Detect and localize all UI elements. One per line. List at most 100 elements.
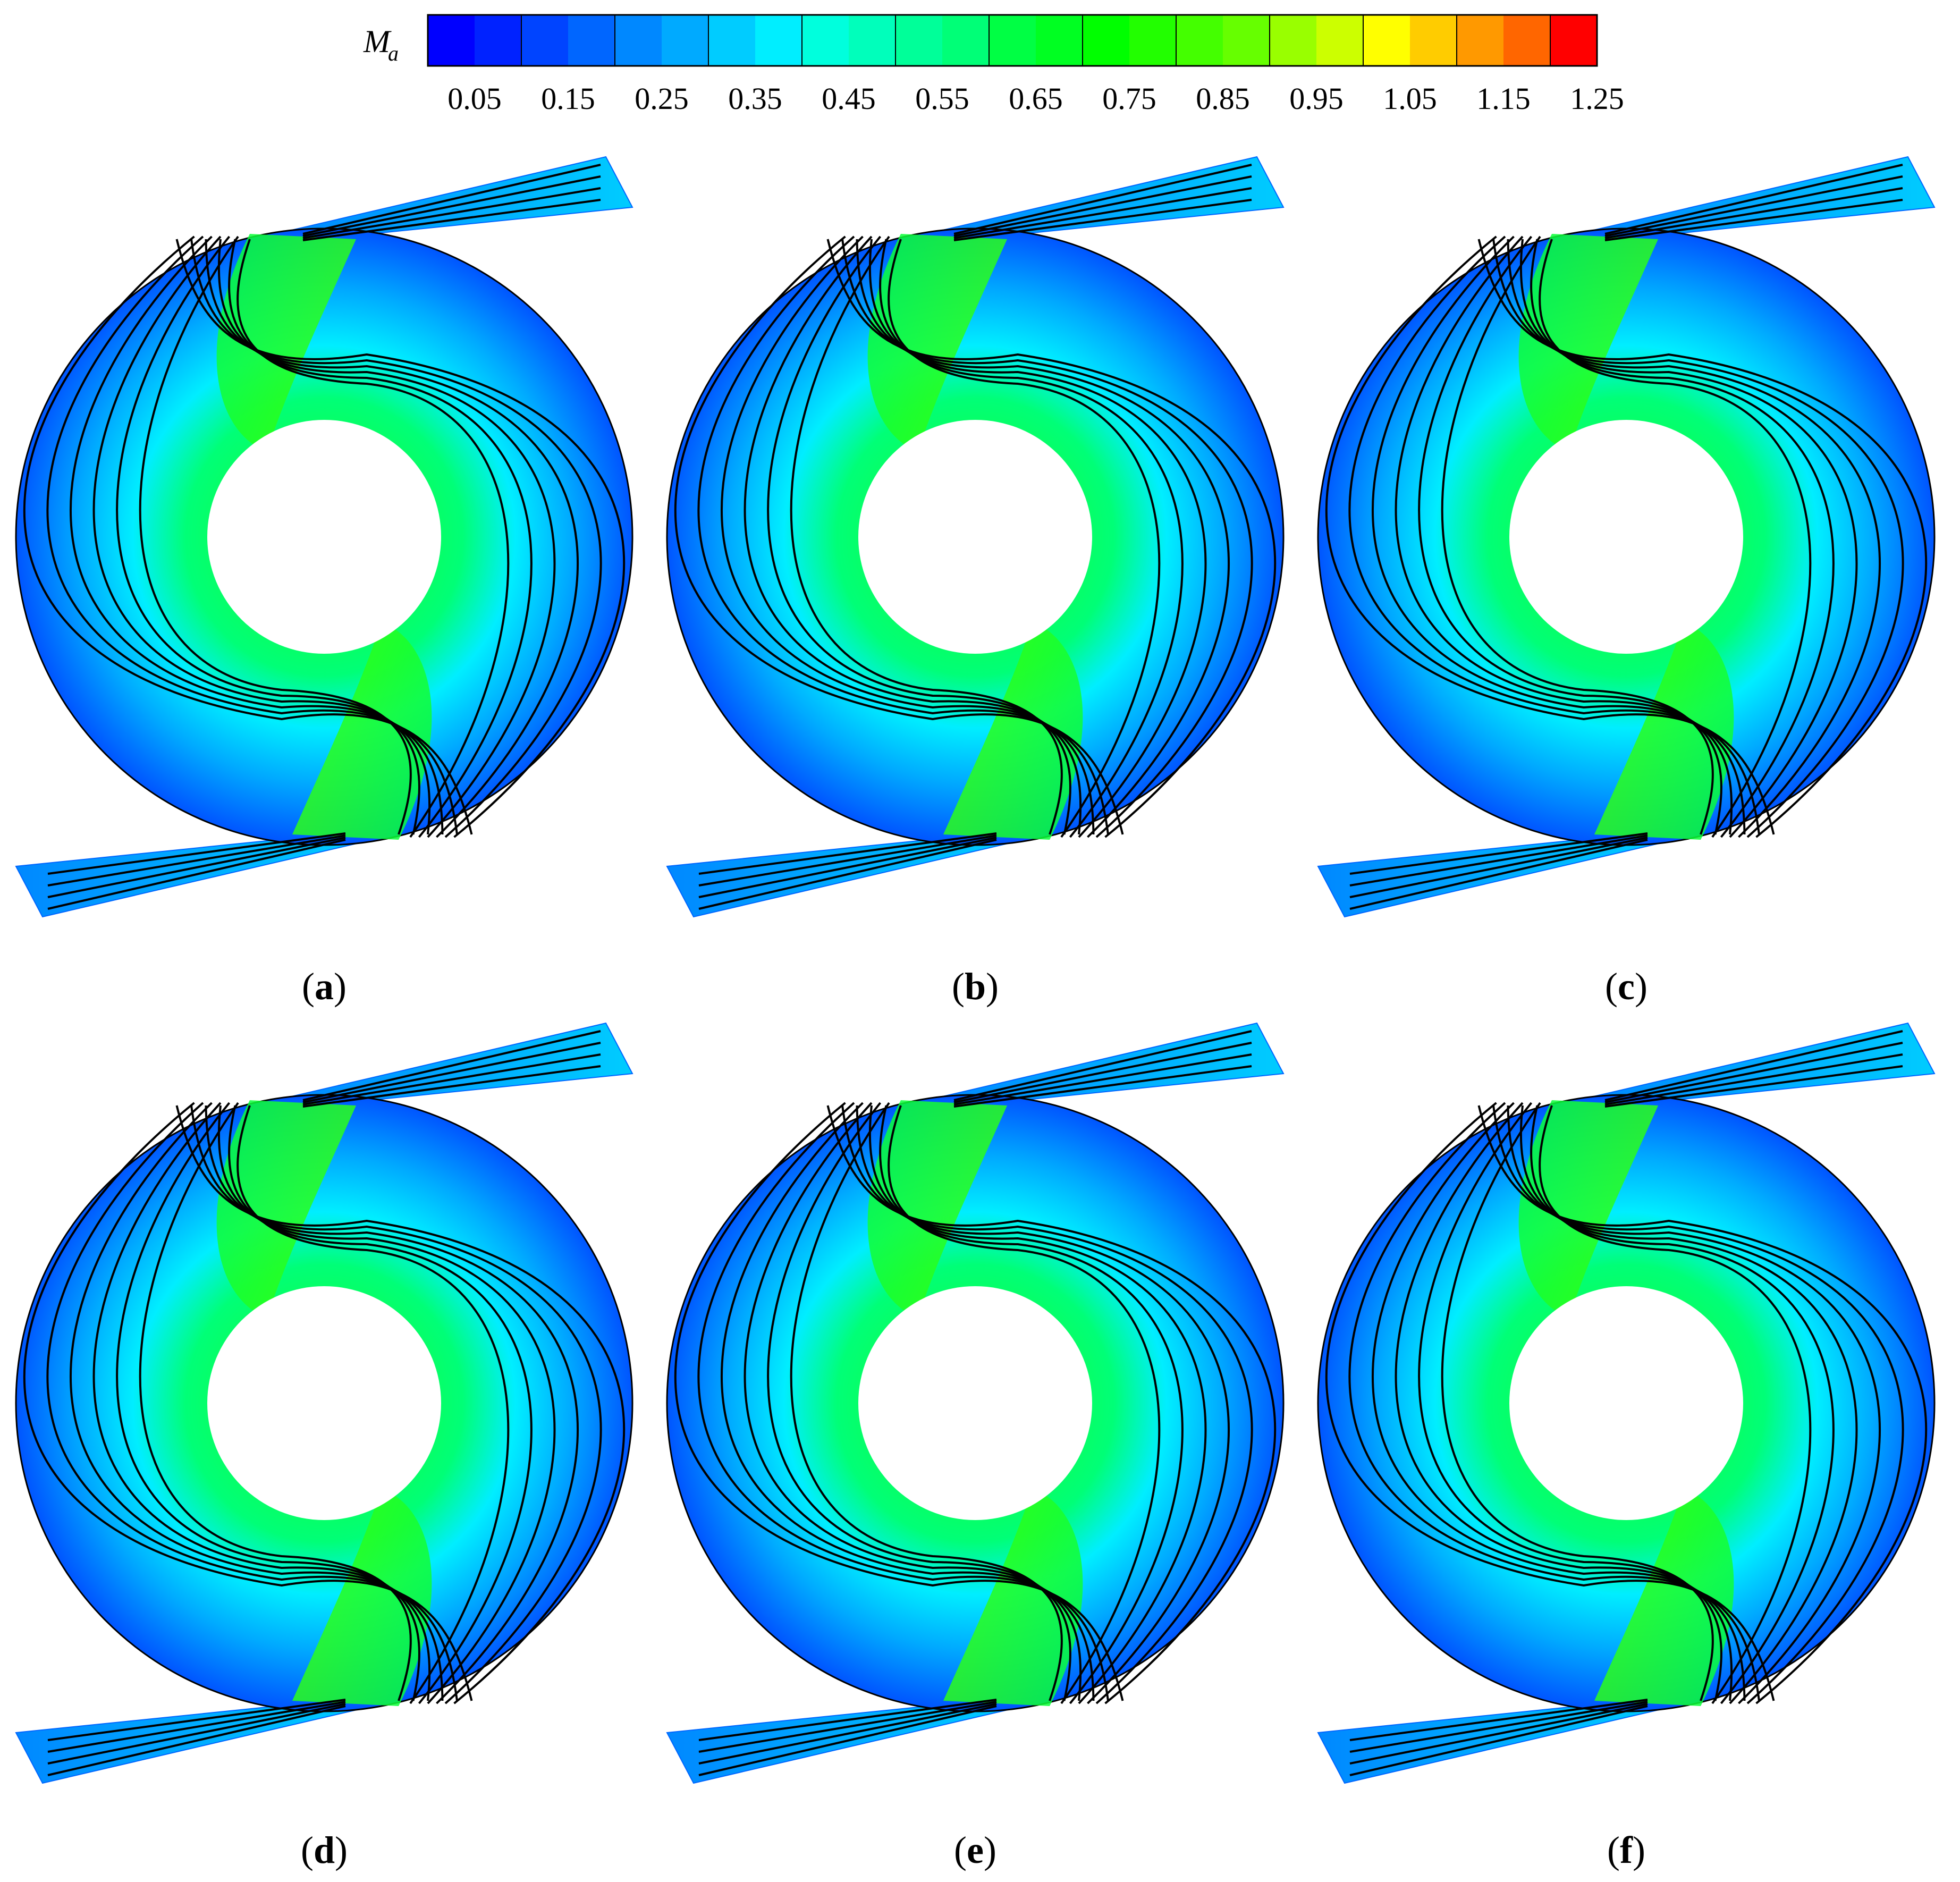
streamline bbox=[47, 1699, 346, 1741]
panel-label: (a) bbox=[302, 965, 347, 1008]
streamline bbox=[720, 1102, 1095, 1701]
colorbar-bands bbox=[427, 14, 1598, 67]
streamline bbox=[175, 239, 626, 838]
streamline bbox=[697, 235, 1109, 835]
colorbar-band bbox=[475, 15, 522, 66]
streamline bbox=[47, 1701, 346, 1753]
streamlines bbox=[1325, 1030, 1928, 1776]
panel-label: (f) bbox=[1607, 1829, 1645, 1871]
colorbar-band bbox=[1270, 15, 1317, 66]
colorbar-band bbox=[708, 15, 756, 66]
streamline bbox=[302, 164, 601, 235]
streamline bbox=[1539, 239, 1812, 838]
streamline bbox=[953, 199, 1252, 241]
panel-label: (c) bbox=[1605, 965, 1648, 1008]
streamline bbox=[1349, 1705, 1648, 1776]
streamline bbox=[302, 175, 601, 237]
streamline bbox=[236, 1105, 510, 1704]
colorbar-tick-label: 0.75 bbox=[1102, 81, 1156, 116]
streamline bbox=[953, 175, 1252, 237]
colorbar-band bbox=[802, 15, 849, 66]
streamline bbox=[205, 239, 579, 838]
streamline bbox=[69, 235, 444, 835]
streamline bbox=[47, 832, 346, 875]
streamline bbox=[698, 1701, 997, 1753]
streamline bbox=[856, 1105, 1230, 1704]
streamline bbox=[1530, 1105, 1835, 1704]
streamline bbox=[1325, 1102, 1775, 1701]
colorbar-band bbox=[1223, 15, 1270, 66]
center-hole bbox=[207, 1286, 441, 1520]
streamline bbox=[1604, 164, 1903, 235]
streamline bbox=[1441, 1102, 1714, 1701]
colorbar-band bbox=[1410, 15, 1457, 66]
colorbar-band bbox=[1457, 15, 1504, 66]
streamline bbox=[1477, 1105, 1928, 1704]
streamline bbox=[1539, 1105, 1812, 1704]
colorbar-band bbox=[1176, 15, 1223, 66]
center-hole bbox=[858, 1286, 1092, 1520]
streamline bbox=[1604, 175, 1903, 237]
streamline bbox=[1395, 235, 1733, 835]
streamline bbox=[767, 1102, 1071, 1701]
streamline bbox=[767, 235, 1071, 835]
streamline bbox=[953, 1030, 1252, 1101]
streamline bbox=[856, 239, 1230, 838]
streamline bbox=[888, 239, 1161, 838]
streamline bbox=[953, 187, 1252, 239]
center-hole bbox=[1509, 420, 1743, 654]
streamlines bbox=[674, 1030, 1277, 1776]
streamline bbox=[1519, 1105, 1858, 1704]
streamline bbox=[1492, 239, 1904, 838]
streamline bbox=[46, 1102, 458, 1701]
streamline bbox=[205, 1105, 579, 1704]
streamline bbox=[698, 1699, 997, 1741]
streamline bbox=[1604, 199, 1903, 241]
center-hole bbox=[207, 420, 441, 654]
colorbar-band bbox=[521, 15, 569, 66]
streamline bbox=[720, 235, 1095, 835]
streamline bbox=[698, 832, 997, 875]
streamline bbox=[1348, 1102, 1760, 1701]
streamline bbox=[697, 1102, 1109, 1701]
colorbar-tick-label: 0.35 bbox=[728, 81, 782, 116]
streamline bbox=[1349, 832, 1648, 875]
streamline bbox=[228, 239, 533, 838]
colorbar-band bbox=[1316, 15, 1364, 66]
colorbar-tick-label: 0.85 bbox=[1196, 81, 1250, 116]
streamline bbox=[868, 239, 1207, 838]
streamline bbox=[217, 1105, 556, 1704]
colorbar-tick-label: 1.25 bbox=[1570, 81, 1624, 116]
panel-label: (b) bbox=[952, 965, 999, 1008]
streamline bbox=[1371, 1102, 1746, 1701]
streamline bbox=[228, 1105, 533, 1704]
colorbar-band bbox=[1503, 15, 1551, 66]
streamline bbox=[744, 1102, 1082, 1701]
streamline bbox=[217, 239, 556, 838]
colorbar-band bbox=[1129, 15, 1177, 66]
colorbar-band bbox=[615, 15, 662, 66]
colorbar-band bbox=[1036, 15, 1083, 66]
panel-b: (b) bbox=[666, 156, 1285, 1008]
streamline bbox=[1477, 239, 1928, 838]
colorbar-tick-labels: 0.05 0.15 0.25 0.35 0.45 0.55 0.65 0.75 0.85 0.95… bbox=[447, 81, 1624, 116]
streamline bbox=[236, 239, 510, 838]
streamline bbox=[1604, 1042, 1903, 1103]
streamline bbox=[674, 235, 1124, 835]
center-hole bbox=[858, 420, 1092, 654]
streamline bbox=[1418, 1102, 1722, 1701]
streamline bbox=[47, 1705, 346, 1776]
streamline bbox=[1604, 1065, 1903, 1108]
colorbar-tick-label: 0.25 bbox=[635, 81, 689, 116]
streamline bbox=[698, 1703, 997, 1765]
colorbar-tick-label: 0.05 bbox=[447, 81, 502, 116]
streamline bbox=[47, 839, 346, 910]
streamline bbox=[1604, 1053, 1903, 1105]
streamline bbox=[1604, 187, 1903, 239]
streamline bbox=[302, 1053, 601, 1105]
panel-label-letter: b bbox=[965, 965, 986, 1008]
streamline bbox=[826, 239, 1277, 838]
legend-title-subscript: a bbox=[388, 41, 399, 65]
streamline bbox=[1418, 235, 1722, 835]
streamline bbox=[1492, 1105, 1904, 1704]
